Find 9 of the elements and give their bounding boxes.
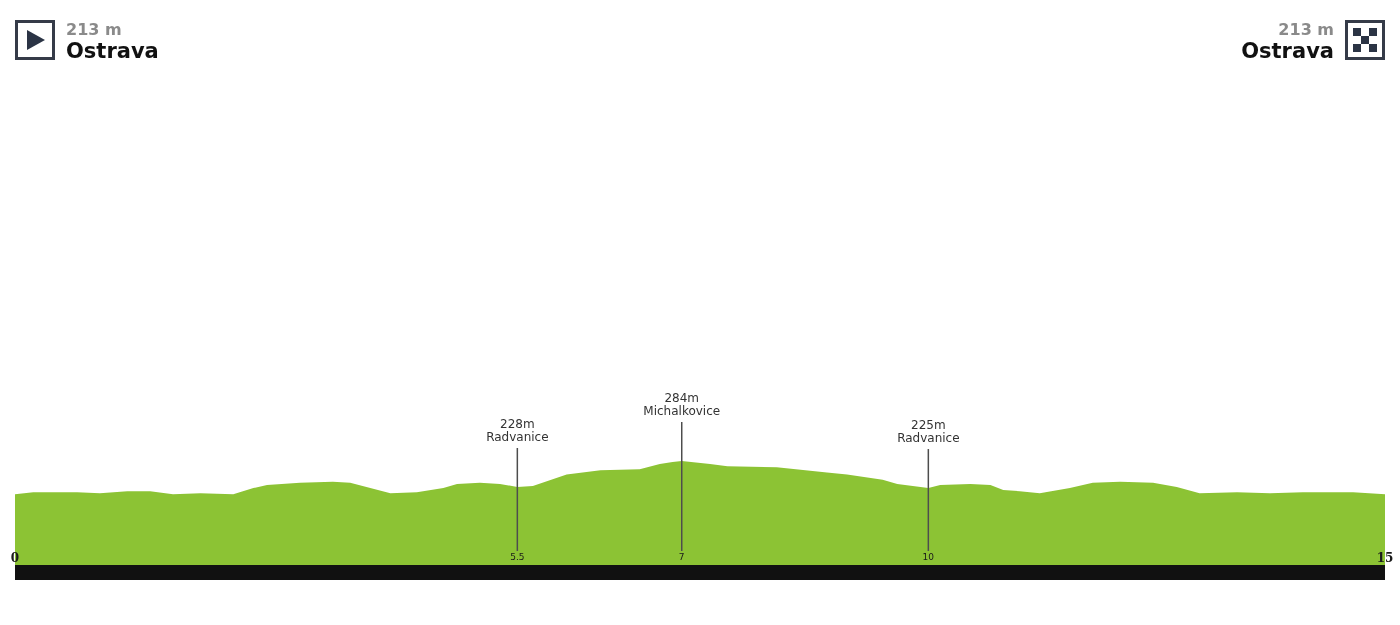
text: 213 m Ostrava bbox=[66, 20, 159, 63]
x-tick-label: 7 bbox=[678, 551, 685, 562]
ref-line-label: 284m Michalkovice bbox=[643, 390, 721, 418]
ref-line-label: 225m Radvanice bbox=[897, 417, 960, 446]
x-tick-label: 10 bbox=[922, 551, 935, 562]
ref-line-label: 228m Radvanice bbox=[486, 416, 549, 444]
text: 213 m Ostrava bbox=[1241, 20, 1334, 63]
x-tick-label: 0 bbox=[10, 551, 20, 566]
x-tick-label: 5.5 bbox=[510, 551, 525, 562]
